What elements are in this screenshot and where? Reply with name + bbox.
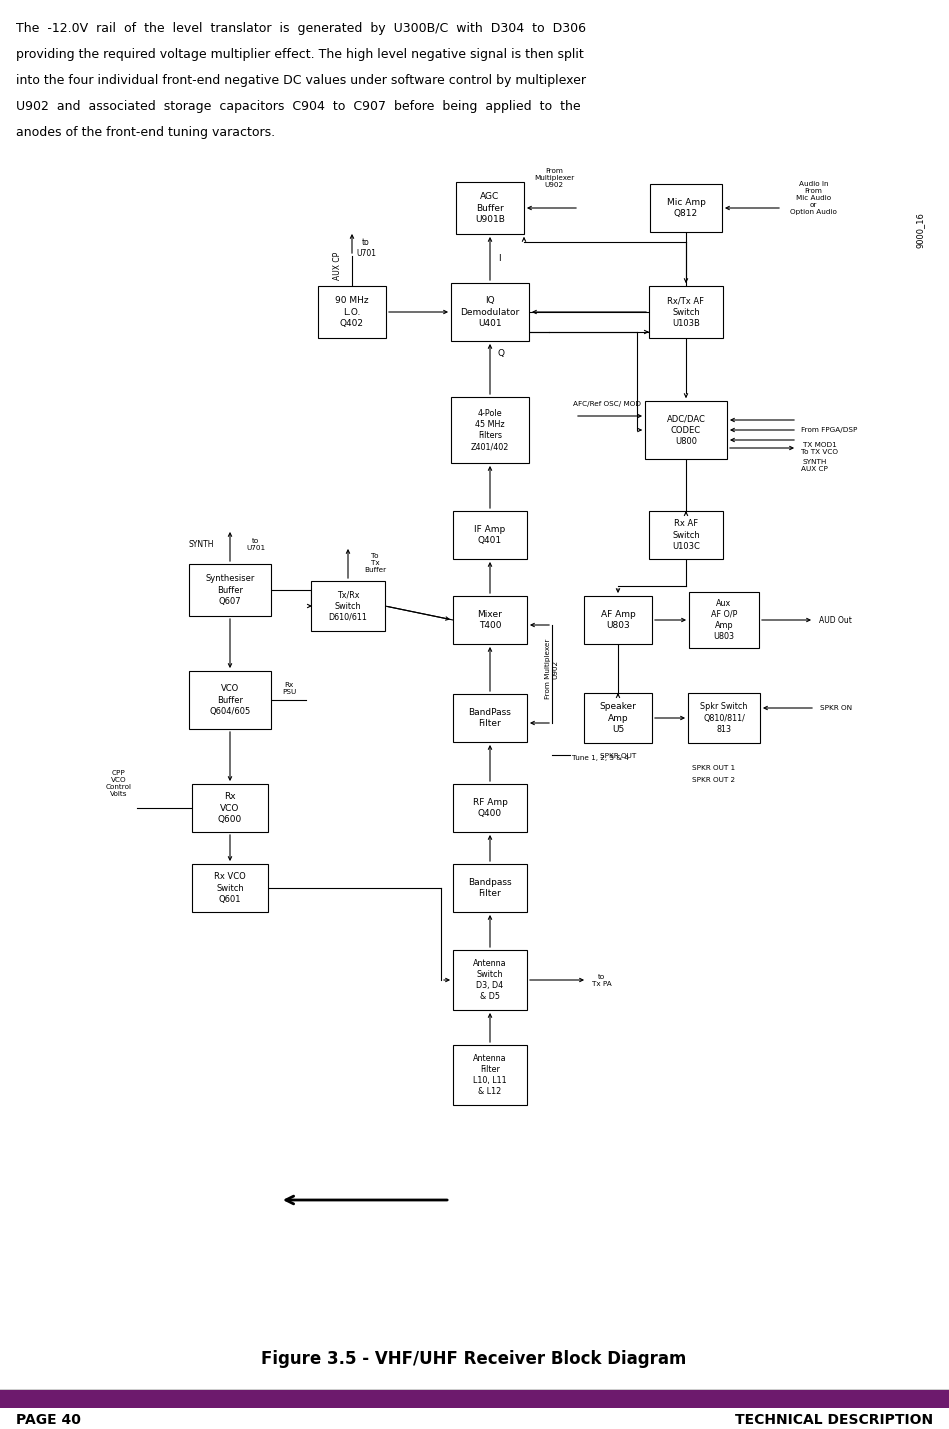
Bar bbox=[192, 865, 268, 912]
Bar bbox=[189, 672, 271, 729]
Text: Figure 3.5 - VHF/UHF Receiver Block Diagram: Figure 3.5 - VHF/UHF Receiver Block Diag… bbox=[261, 1350, 687, 1368]
Text: AUD Out: AUD Out bbox=[819, 616, 852, 624]
Bar bbox=[453, 694, 527, 742]
Bar bbox=[453, 865, 527, 912]
Bar bbox=[0, 1390, 949, 1408]
Text: 4-Pole
45 MHz
Filters
Z401/402: 4-Pole 45 MHz Filters Z401/402 bbox=[471, 409, 510, 452]
Text: to
Tx PA: to Tx PA bbox=[592, 973, 612, 986]
Text: AF Amp
U803: AF Amp U803 bbox=[601, 610, 636, 630]
Text: From FPGA/DSP: From FPGA/DSP bbox=[801, 427, 857, 433]
Text: Mixer
T400: Mixer T400 bbox=[477, 610, 502, 630]
Text: Tune 1, 2, 3 & 4: Tune 1, 2, 3 & 4 bbox=[572, 755, 629, 762]
Text: SPKR ON: SPKR ON bbox=[820, 704, 852, 712]
Bar bbox=[192, 785, 268, 832]
Text: TECHNICAL DESCRIPTION: TECHNICAL DESCRIPTION bbox=[735, 1413, 933, 1428]
Text: BandPass
Filter: BandPass Filter bbox=[469, 707, 512, 727]
Text: TX MOD1
To TX VCO: TX MOD1 To TX VCO bbox=[801, 442, 838, 454]
Text: From Multiplexer
U902: From Multiplexer U902 bbox=[546, 639, 559, 699]
Text: IQ
Demodulator
U401: IQ Demodulator U401 bbox=[460, 296, 520, 327]
Text: to
U701: to U701 bbox=[246, 537, 265, 550]
Text: 9000_16: 9000_16 bbox=[916, 211, 924, 249]
Text: Aux
AF O/P
Amp
U803: Aux AF O/P Amp U803 bbox=[711, 599, 737, 642]
Text: Antenna
Switch
D3, D4
& D5: Antenna Switch D3, D4 & D5 bbox=[474, 959, 507, 1002]
Text: SPKR OUT 1: SPKR OUT 1 bbox=[693, 765, 735, 772]
Bar bbox=[453, 512, 527, 559]
Bar bbox=[451, 397, 529, 463]
Bar bbox=[584, 693, 652, 743]
Text: CPP
VCO
Control
Volts: CPP VCO Control Volts bbox=[106, 769, 132, 796]
Bar bbox=[453, 950, 527, 1010]
Bar bbox=[650, 184, 722, 231]
Text: Speaker
Amp
U5: Speaker Amp U5 bbox=[600, 703, 637, 733]
Bar bbox=[645, 402, 727, 459]
Text: AFC/Ref OSC/ MOD: AFC/Ref OSC/ MOD bbox=[573, 402, 641, 407]
Text: Antenna
Filter
L10, L11
& L12: Antenna Filter L10, L11 & L12 bbox=[474, 1053, 507, 1096]
Bar bbox=[453, 1045, 527, 1105]
Text: To
Tx
Buffer: To Tx Buffer bbox=[364, 553, 386, 573]
Text: ADC/DAC
CODEC
U800: ADC/DAC CODEC U800 bbox=[666, 414, 705, 446]
Bar bbox=[584, 596, 652, 644]
Text: Rx
VCO
Q600: Rx VCO Q600 bbox=[218, 793, 242, 823]
Text: Rx AF
Switch
U103C: Rx AF Switch U103C bbox=[672, 519, 700, 550]
Text: into the four individual front-end negative DC values under software control by : into the four individual front-end negat… bbox=[16, 74, 586, 87]
Text: VCO
Buffer
Q604/605: VCO Buffer Q604/605 bbox=[210, 684, 251, 716]
Text: Bandpass
Filter: Bandpass Filter bbox=[468, 877, 512, 897]
Text: Audio In
From
Mic Audio
or
Option Audio: Audio In From Mic Audio or Option Audio bbox=[790, 181, 837, 214]
Bar bbox=[649, 286, 723, 339]
Text: Tx/Rx
Switch
D610/611: Tx/Rx Switch D610/611 bbox=[328, 590, 367, 622]
Text: to
U701: to U701 bbox=[356, 239, 376, 257]
Text: U902  and  associated  storage  capacitors  C904  to  C907  before  being  appli: U902 and associated storage capacitors C… bbox=[16, 100, 581, 113]
Bar bbox=[453, 785, 527, 832]
Text: Rx
PSU: Rx PSU bbox=[282, 682, 296, 694]
Text: anodes of the front-end tuning varactors.: anodes of the front-end tuning varactors… bbox=[16, 126, 275, 139]
Text: RF Amp
Q400: RF Amp Q400 bbox=[473, 797, 508, 817]
Text: I: I bbox=[498, 253, 501, 263]
Text: Q: Q bbox=[498, 349, 505, 359]
Text: From
Multiplexer
U902: From Multiplexer U902 bbox=[534, 169, 574, 189]
Bar bbox=[451, 283, 529, 342]
Bar bbox=[689, 592, 759, 647]
Bar bbox=[649, 512, 723, 559]
Bar bbox=[688, 693, 760, 743]
Text: SPKR OUT: SPKR OUT bbox=[600, 753, 636, 759]
Text: Mic Amp
Q812: Mic Amp Q812 bbox=[666, 199, 705, 219]
Bar bbox=[456, 181, 524, 234]
Text: The  -12.0V  rail  of  the  level  translator  is  generated  by  U300B/C  with : The -12.0V rail of the level translator … bbox=[16, 21, 586, 34]
Text: SYNTH: SYNTH bbox=[189, 540, 214, 549]
Text: PAGE 40: PAGE 40 bbox=[16, 1413, 81, 1428]
Bar bbox=[189, 564, 271, 616]
Text: Spkr Switch
Q810/811/
813: Spkr Switch Q810/811/ 813 bbox=[700, 703, 748, 733]
Text: SPKR OUT 2: SPKR OUT 2 bbox=[693, 777, 735, 783]
Text: SYNTH
AUX CP: SYNTH AUX CP bbox=[801, 459, 828, 472]
Text: Rx VCO
Switch
Q601: Rx VCO Switch Q601 bbox=[214, 872, 246, 903]
Text: AGC
Buffer
U901B: AGC Buffer U901B bbox=[475, 193, 505, 223]
Text: 90 MHz
L.O.
Q402: 90 MHz L.O. Q402 bbox=[335, 296, 369, 327]
Bar bbox=[318, 286, 386, 339]
Text: Synthesiser
Buffer
Q607: Synthesiser Buffer Q607 bbox=[205, 574, 254, 606]
Text: AUX CP: AUX CP bbox=[333, 252, 343, 280]
Bar bbox=[311, 582, 385, 632]
Text: providing the required voltage multiplier effect. The high level negative signal: providing the required voltage multiplie… bbox=[16, 49, 584, 61]
Bar bbox=[453, 596, 527, 644]
Text: Rx/Tx AF
Switch
U103B: Rx/Tx AF Switch U103B bbox=[667, 296, 704, 327]
Text: IF Amp
Q401: IF Amp Q401 bbox=[474, 524, 506, 544]
